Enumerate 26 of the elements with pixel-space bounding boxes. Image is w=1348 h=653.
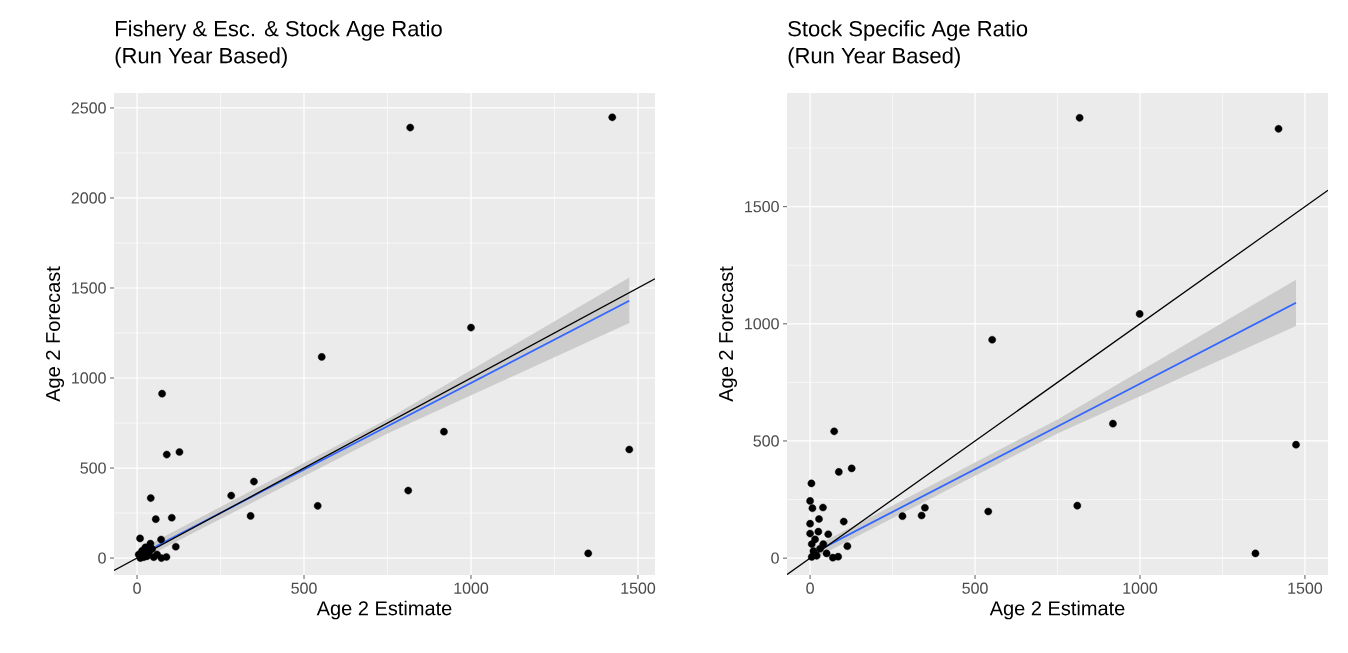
y-tick-label: 1000 (72, 372, 106, 384)
x-tick-label: 0 (133, 582, 141, 594)
x-axis-title: Age 2 Estimate (316, 600, 452, 620)
chart-title: Fishery & Esc. & Stock Age Ratio (116, 20, 442, 41)
y-axis-title: Age 2 Forecast (45, 266, 65, 402)
x-tick-label: 500 (291, 582, 317, 594)
y-tick-label: 2000 (71, 192, 106, 204)
x-tick-label: 1500 (1288, 582, 1323, 594)
y-tick-label: 1500 (745, 200, 779, 213)
x-tick-label: 0 (806, 582, 814, 594)
y-tick-label: 0 (98, 552, 106, 564)
y-tick-label: 2500 (71, 102, 106, 114)
x-tick-label: 1500 (621, 582, 656, 594)
x-tick-label: 1000 (454, 582, 489, 594)
x-tick-label: 500 (962, 582, 988, 594)
chart-title: Stock Specific Age Ratio (788, 20, 1028, 41)
y-tick-label: 0 (771, 552, 779, 564)
y-axis-title: Age 2 Forecast (718, 266, 738, 402)
y-tick-label: 1000 (745, 318, 779, 330)
x-tick-label: 1000 (1123, 582, 1158, 594)
chart-subtitle: (Run Year Based) (788, 47, 960, 68)
x-axis-title: Age 2 Estimate (989, 600, 1125, 620)
y-tick-label: 500 (80, 462, 106, 474)
y-tick-label: 500 (753, 435, 779, 447)
y-tick-label: 1500 (72, 282, 106, 294)
chart-subtitle: (Run Year Based) (115, 47, 287, 68)
